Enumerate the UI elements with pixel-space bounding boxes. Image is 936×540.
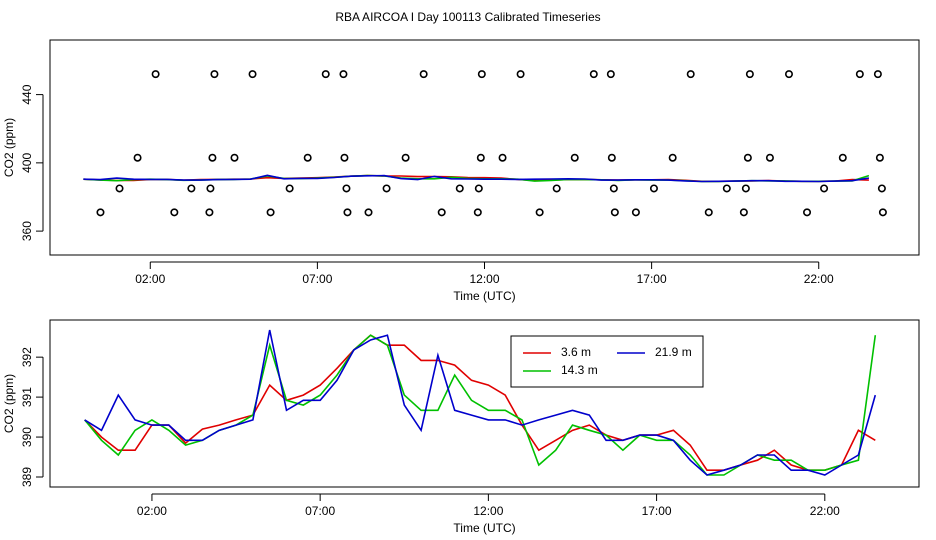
marker-point	[739, 208, 748, 217]
marker-point	[455, 184, 464, 193]
marker-point	[649, 184, 658, 193]
marker-point	[342, 184, 351, 193]
x-axis-title: Time (UTC)	[453, 289, 515, 303]
plot-area	[83, 70, 887, 217]
marker-point	[668, 153, 677, 162]
marker-point	[477, 70, 486, 79]
y-tick-label: 360	[20, 221, 34, 241]
y-tick-label: 390	[20, 427, 34, 447]
marker-point	[803, 208, 812, 217]
marker-point	[875, 153, 884, 162]
marker-point	[205, 208, 214, 217]
marker-point	[208, 153, 217, 162]
x-tick-label: 22:00	[810, 504, 840, 518]
marker-point	[321, 70, 330, 79]
y-tick-label: 389	[20, 467, 34, 487]
marker-point	[133, 153, 142, 162]
marker-point	[552, 184, 561, 193]
marker-point	[589, 70, 598, 79]
marker-point	[115, 184, 124, 193]
legend-label: 3.6 m	[561, 345, 591, 359]
marker-point	[266, 208, 275, 217]
marker-point	[382, 184, 391, 193]
marker-point	[364, 208, 373, 217]
x-tick-label: 02:00	[135, 272, 165, 286]
x-tick-label: 12:00	[473, 504, 503, 518]
marker-point	[606, 70, 615, 79]
plot-area	[84, 329, 877, 476]
x-axis-title: Time (UTC)	[453, 521, 515, 535]
marker-point	[419, 70, 428, 79]
marker-point	[873, 70, 882, 79]
marker-point	[339, 70, 348, 79]
legend-box	[510, 335, 704, 388]
marker-point	[570, 153, 579, 162]
marker-point	[607, 153, 616, 162]
marker-point	[741, 184, 750, 193]
marker-point	[187, 184, 196, 193]
marker-point	[206, 184, 215, 193]
marker-point	[303, 153, 312, 162]
marker-point	[610, 208, 619, 217]
marker-point	[498, 153, 507, 162]
marker-point	[170, 208, 179, 217]
marker-point	[877, 184, 886, 193]
data-line	[84, 334, 877, 476]
marker-point	[343, 208, 352, 217]
marker-point	[609, 184, 618, 193]
marker-point	[210, 70, 219, 79]
x-tick-label: 12:00	[469, 272, 499, 286]
data-line	[84, 329, 877, 476]
x-tick-label: 02:00	[137, 504, 167, 518]
marker-point	[765, 153, 774, 162]
marker-point	[784, 70, 793, 79]
marker-point	[855, 70, 864, 79]
marker-point	[437, 208, 446, 217]
marker-point	[285, 184, 294, 193]
legend-label: 14.3 m	[561, 363, 598, 377]
marker-point	[722, 184, 731, 193]
marker-point	[476, 153, 485, 162]
y-tick-label: 400	[20, 153, 34, 173]
marker-point	[401, 153, 410, 162]
y-axis-title: CO2 (ppm)	[2, 118, 16, 177]
data-line	[84, 334, 876, 471]
x-tick-label: 22:00	[804, 272, 834, 286]
marker-point	[745, 70, 754, 79]
marker-point	[878, 208, 887, 217]
marker-point	[704, 208, 713, 217]
marker-point	[230, 153, 239, 162]
legend-label: 21.9 m	[655, 345, 692, 359]
marker-point	[474, 184, 483, 193]
marker-point	[820, 184, 829, 193]
marker-point	[248, 70, 257, 79]
x-tick-label: 07:00	[302, 272, 332, 286]
plot-box	[49, 39, 920, 256]
marker-point	[631, 208, 640, 217]
y-tick-label: 392	[20, 347, 34, 367]
marker-point	[743, 153, 752, 162]
marker-point	[838, 153, 847, 162]
marker-point	[151, 70, 160, 79]
y-tick-label: 391	[20, 387, 34, 407]
marker-point	[96, 208, 105, 217]
marker-point	[473, 208, 482, 217]
y-axis-title: CO2 (ppm)	[2, 374, 16, 433]
marker-point	[535, 208, 544, 217]
y-tick-label: 440	[20, 84, 34, 104]
marker-point	[686, 70, 695, 79]
marker-point	[516, 70, 525, 79]
marker-point	[340, 153, 349, 162]
x-tick-label: 17:00	[642, 504, 672, 518]
plot-box	[49, 319, 920, 488]
x-tick-label: 07:00	[305, 504, 335, 518]
data-line	[83, 174, 870, 183]
x-tick-label: 17:00	[637, 272, 667, 286]
chart-title: RBA AIRCOA I Day 100113 Calibrated Times…	[335, 10, 600, 24]
